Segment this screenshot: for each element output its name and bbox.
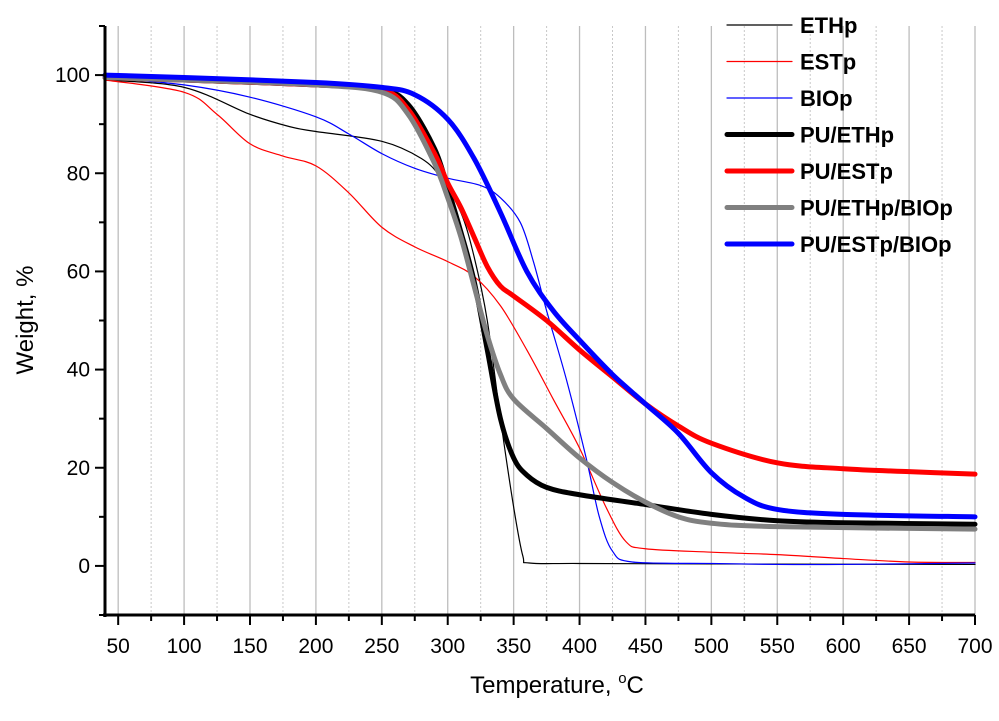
- x-tick-label: 400: [562, 635, 597, 658]
- series-line-biop: [104, 76, 976, 566]
- y-tick-label: 40: [67, 359, 90, 382]
- x-tick-label: 550: [760, 635, 795, 658]
- x-tick-label: 200: [298, 635, 333, 658]
- legend-label: ESTp: [800, 50, 856, 75]
- series-line-estp: [104, 79, 976, 564]
- x-tick-label: 500: [694, 635, 729, 658]
- x-tick-label: 100: [167, 635, 202, 658]
- x-tick-label: 50: [107, 635, 130, 658]
- legend-label: PU/ETHp/BIOp: [800, 196, 953, 221]
- legend-label: ETHp: [800, 13, 857, 38]
- x-tick-label: 650: [892, 635, 927, 658]
- y-tick-label: 80: [67, 162, 90, 185]
- y-tick-label: 100: [55, 64, 90, 87]
- x-tick-label: 350: [496, 635, 531, 658]
- series-line-pu-estp-biop: [102, 72, 978, 520]
- y-tick-label: 60: [67, 260, 90, 283]
- y-tick-label: 20: [67, 457, 90, 480]
- axes: [95, 25, 976, 625]
- x-tick-label: 300: [430, 635, 465, 658]
- x-tick-label: 450: [628, 635, 663, 658]
- y-axis-title: Weight, %: [12, 266, 39, 375]
- series-line-pu-ethp-biop: [102, 75, 978, 532]
- legend-label: PU/ESTp: [800, 159, 893, 184]
- series-line-ethp: [104, 79, 976, 566]
- x-tick-label: 150: [232, 635, 267, 658]
- x-tick-label: 250: [364, 635, 399, 658]
- x-axis-title: Temperature, oC: [470, 670, 644, 699]
- x-tick-label: 700: [957, 635, 992, 658]
- y-tick-label: 0: [78, 555, 90, 578]
- legend-label: PU/ESTp/BIOp: [800, 232, 952, 257]
- x-tick-label: 600: [826, 635, 861, 658]
- legend-label: PU/ETHp: [800, 123, 894, 148]
- tick-labels: 50 100 150 200 250 300 350 400 450 500 550 600 650 70…: [55, 64, 993, 658]
- legend-label: BIOp: [800, 86, 853, 111]
- legend: ETHp ESTp BIOp PU/ETHp PU/ESTp PU/ETHp/BIOp PU…: [724, 13, 953, 257]
- series-lines: [102, 72, 978, 566]
